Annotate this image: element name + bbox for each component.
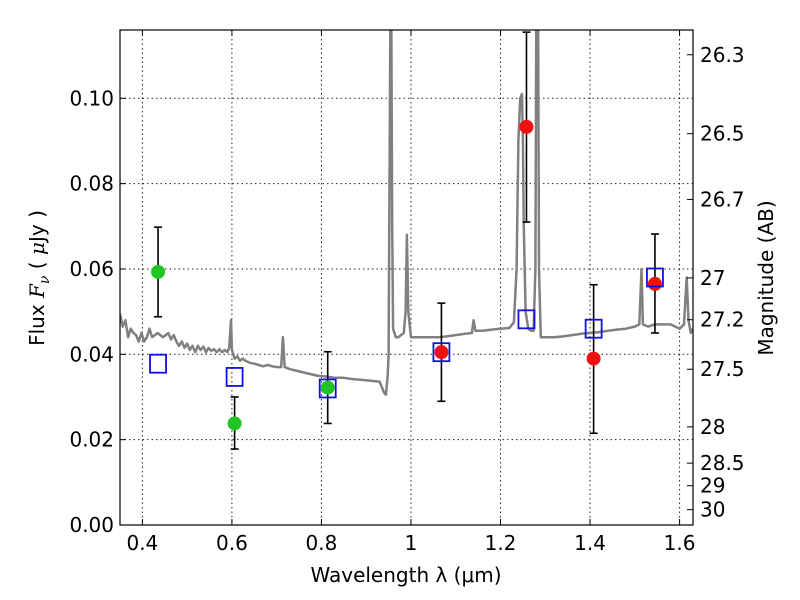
model-spectrum: [120, 30, 693, 397]
y-tick-label: 0.04: [69, 342, 114, 366]
x-tick-label: 1: [405, 531, 418, 555]
green-data-point: [320, 380, 335, 395]
y-label-flux: Flux: [25, 298, 49, 346]
x-tick-label: 0.4: [126, 531, 158, 555]
model-square: [646, 267, 664, 288]
x-tick-label: 0.8: [306, 531, 338, 555]
red-data-point: [434, 345, 449, 360]
y-label-mu: μ: [25, 242, 49, 255]
y-tick-label: 0.08: [69, 172, 114, 196]
spectrum-line: [120, 30, 693, 397]
y-label-symbol: F: [25, 283, 49, 299]
model-square: [225, 367, 244, 387]
y2-axis-label: Magnitude (AB): [754, 200, 778, 355]
y2-tick-label: 27.5: [700, 357, 745, 381]
y-tick-label: 0.10: [69, 86, 114, 110]
y-label-open: (: [25, 255, 49, 276]
y2-tick-label: 28.5: [700, 451, 745, 475]
model-square: [584, 318, 603, 339]
red-data-point: [519, 119, 534, 134]
y2-tick-label: 27.2: [700, 308, 745, 332]
y-axis-ticks: 0.00 0.02 0.04 0.06 0.08 0.10: [69, 86, 126, 537]
x-tick-label: 1.6: [664, 531, 696, 555]
y2-tick-label: 26.5: [700, 122, 745, 146]
x-tick-label: 1.4: [574, 531, 606, 555]
y-axis-label: Flux Fν ( μJy ): [25, 210, 53, 346]
y-tick-label: 0.06: [69, 257, 114, 281]
y2-tick-label: 26.3: [700, 43, 745, 67]
y2-tick-label: 28: [700, 415, 725, 439]
model-square: [432, 342, 451, 363]
model-square: [517, 309, 536, 330]
y-label-subscript: ν: [37, 275, 53, 284]
green-data-point: [151, 264, 166, 279]
y2-tick-label: 27: [700, 266, 725, 290]
y2-tick-label: 30: [700, 498, 725, 522]
y2-tick-label: 26.7: [700, 187, 745, 211]
red-data-point: [586, 351, 601, 366]
red-data-point: [647, 276, 662, 291]
x-tick-label: 1.2: [485, 531, 517, 555]
x-tick-label: 0.6: [216, 531, 248, 555]
y-tick-label: 0.00: [69, 513, 114, 537]
y2-tick-label: 29: [700, 474, 725, 498]
green-data-point: [227, 416, 242, 431]
x-axis-ticks: 0.4 0.6 0.8 1 1.2 1.4 1.6: [126, 30, 695, 555]
model-square: [318, 378, 337, 399]
y-tick-label: 0.02: [69, 428, 114, 452]
x-axis-label: Wavelength λ (μm): [310, 563, 501, 587]
model-square: [149, 353, 167, 374]
y-label-unit: Jy ): [25, 210, 49, 244]
data-points: [149, 119, 664, 431]
